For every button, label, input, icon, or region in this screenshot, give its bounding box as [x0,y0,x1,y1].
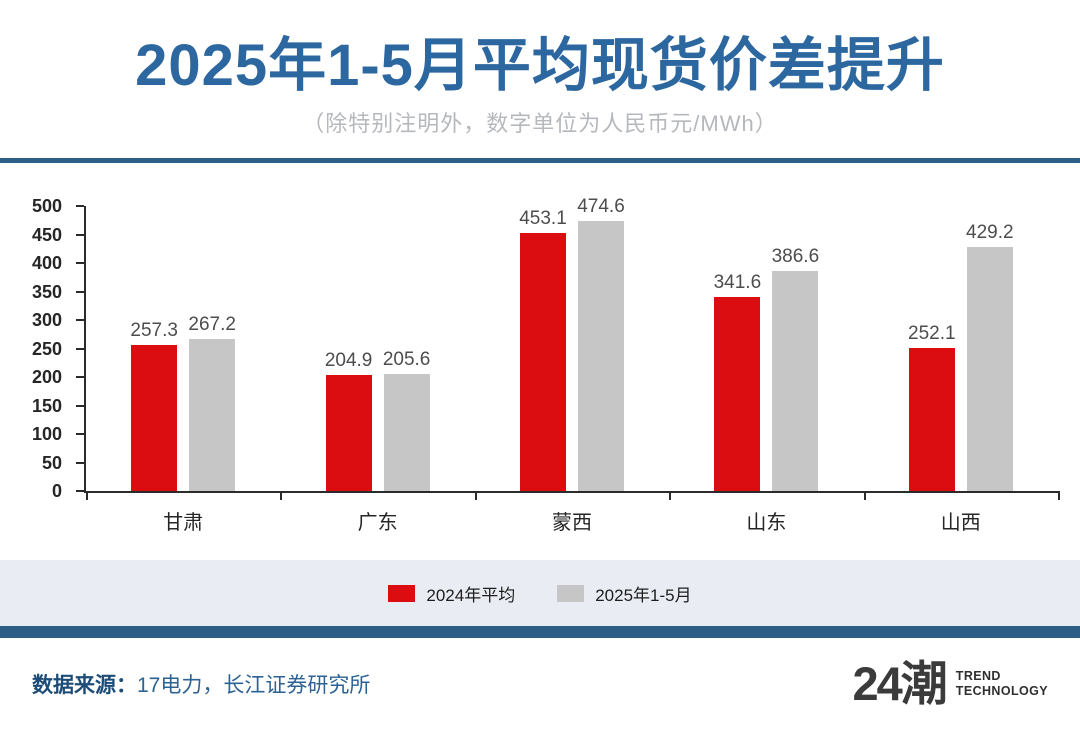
y-axis-tick-mark [76,205,84,208]
category-label: 蒙西 [552,512,592,535]
y-axis-tick-mark [76,233,84,236]
y-axis-tick-mark [76,404,84,407]
y-axis-tick-mark [76,433,84,436]
y-axis-tick-label: 100 [31,424,62,445]
legend-item: 2025年1-5月 [557,581,692,606]
bar-2025-jan-may [966,246,1013,492]
value-label: 257.3 [130,319,178,341]
page-subtitle: （除特别注明外，数字单位为人民币元/MWh） [302,111,778,137]
footer-divider [0,626,1080,639]
y-axis-tick-label: 50 [41,452,62,473]
y-axis-tick-mark [76,490,84,493]
y-axis-line [84,206,86,494]
legend-swatch [388,584,416,602]
bar-2024-avg [714,296,761,492]
header-divider [0,158,1080,164]
bar-2024-avg [908,347,955,492]
x-axis-line [84,491,1060,494]
y-axis-tick-label: 150 [31,395,62,416]
x-axis-tick-mark [669,493,672,501]
legend-label: 2025年1-5月 [595,585,692,605]
x-axis-tick-mark [86,493,88,501]
legend-label: 2024年平均 [426,585,516,605]
y-axis-tick-mark [76,319,84,322]
bar-2024-avg [131,344,178,492]
legend-item: 2024年平均 [388,581,515,606]
category-label: 广东 [357,512,398,535]
y-axis-tick-mark [76,347,84,350]
y-axis-tick-label: 250 [31,338,62,359]
value-label: 252.1 [908,322,956,344]
legend-band: 2024年平均 2025年1-5月 [0,560,1080,627]
legend-swatch [557,584,585,602]
y-axis-tick-mark [76,262,84,265]
data-source-text: 17电力，长江证券研究所 [137,673,371,697]
value-label: 204.9 [324,349,373,371]
value-label: 341.6 [713,271,762,293]
x-axis-tick-mark [474,493,477,501]
x-axis-tick-mark [280,493,283,501]
data-source-line: 数据来源：17电力，长江证券研究所 [32,669,370,699]
y-axis-tick-label: 500 [31,196,62,217]
value-label: 205.6 [382,349,431,371]
bar-2024-avg [325,374,372,492]
category-label: 山西 [940,512,981,535]
footer: 数据来源：17电力，长江证券研究所 24潮 TREND TECHNOLOGY [0,638,1080,730]
value-label: 267.2 [188,314,236,336]
value-label: 474.6 [577,195,625,217]
y-axis-tick-label: 450 [31,224,62,245]
y-axis-tick-mark [76,290,84,293]
bar-2025-jan-may [189,339,236,492]
legend: 2024年平均 2025年1-5月 [388,581,692,606]
y-axis-tick-label: 200 [31,367,62,388]
value-label: 453.1 [519,208,567,230]
x-axis-tick-mark [863,493,866,501]
logo-trend-technology: TREND TECHNOLOGY [956,669,1048,699]
value-label: 429.2 [966,221,1014,243]
logo-24chao: 24潮 [852,657,948,711]
y-axis-tick-label: 0 [51,481,62,502]
bar-2024-avg [520,233,566,492]
x-axis-tick-mark [1058,493,1060,501]
value-label: 386.6 [771,246,820,268]
bar-2025-jan-may [383,374,430,492]
header: 2025年1-5月平均现货价差提升 （除特别注明外，数字单位为人民币元/MWh） [0,0,1080,164]
category-label: 山东 [746,512,787,535]
y-axis-tick-label: 300 [31,310,62,331]
y-axis-tick-label: 350 [31,281,62,302]
data-source-label: 数据来源： [32,673,137,697]
bar-2025-jan-may [772,271,819,492]
logo-line-technology: TECHNOLOGY [955,683,1048,698]
category-label: 甘肃 [163,512,204,535]
y-axis-tick-mark [76,461,84,464]
page-title: 2025年1-5月平均现货价差提升 [135,33,945,98]
logo-line-trend: TREND [955,668,1001,683]
y-axis-tick-label: 400 [31,253,62,274]
y-axis-tick-mark [76,376,84,379]
bar-chart: 0 50 100 150 200 250 300 350 400 450 500 257.3 267.2… [0,163,1080,561]
bar-2025-jan-may [578,220,624,492]
brand-logo: 24潮 TREND TECHNOLOGY [853,660,1048,707]
